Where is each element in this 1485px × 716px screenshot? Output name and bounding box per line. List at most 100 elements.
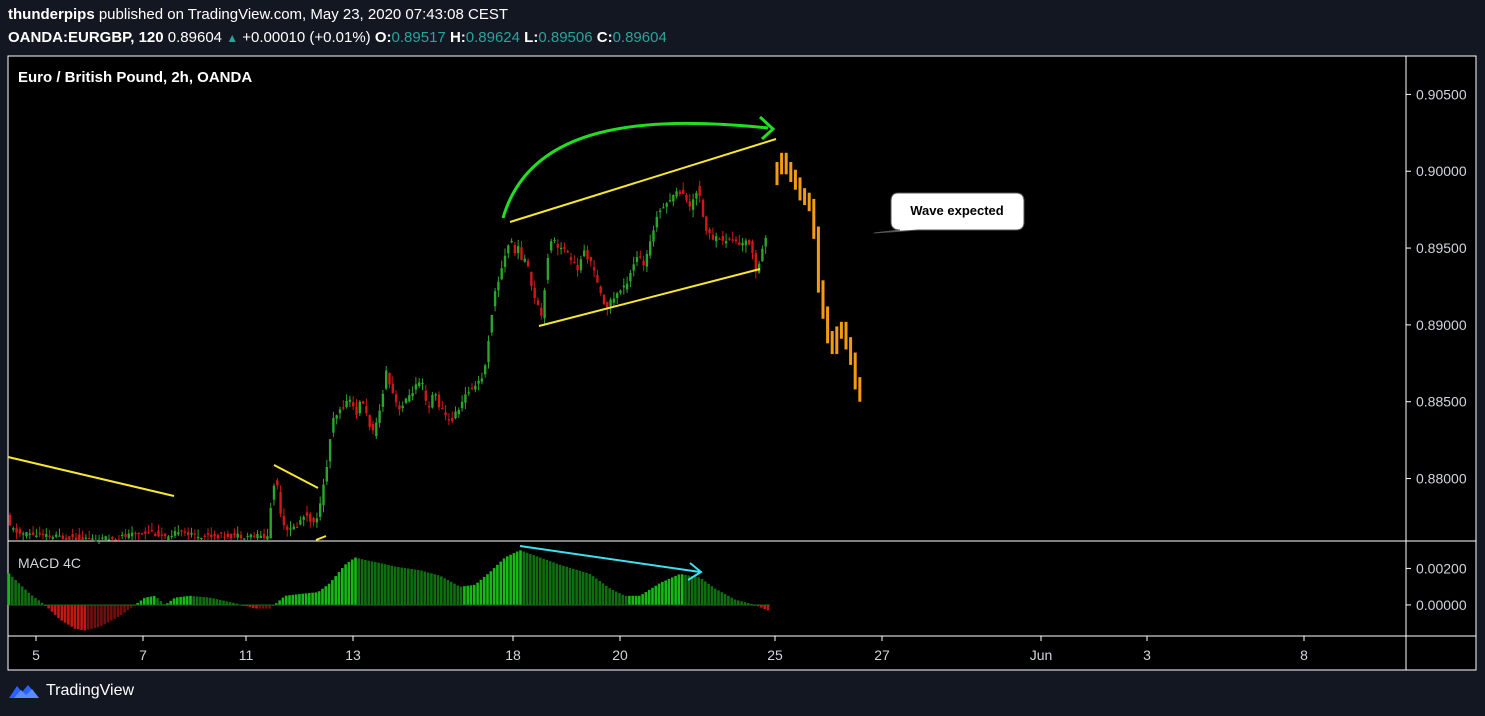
candle-body (606, 301, 609, 309)
publisher-name[interactable]: thunderpips (8, 6, 95, 23)
chart-title: Euro / British Pound, 2h, OANDA (18, 69, 252, 86)
macd-axis[interactable]: 0.00200 0.00000 (1406, 560, 1467, 613)
candle-body (74, 537, 78, 540)
macd-bar (159, 601, 163, 605)
macd-bar (387, 564, 390, 605)
candle-body (764, 237, 767, 247)
candle-body (279, 491, 282, 514)
candle-body (602, 294, 606, 305)
candle-body (447, 419, 451, 421)
candle-body (22, 533, 25, 535)
candle-body (744, 240, 748, 246)
macd-bar (86, 604, 90, 630)
candle-body (546, 257, 550, 280)
candle-body (315, 518, 319, 523)
time-tick-label: 20 (612, 647, 628, 663)
candle-body (573, 261, 576, 264)
price-axis[interactable]: 0.90500 0.90000 0.89500 0.89000 0.88500 0.880… (1406, 86, 1467, 487)
candle-body (345, 400, 348, 408)
macd-bar (565, 566, 568, 605)
macd-bar (205, 597, 209, 605)
macd-bar (486, 574, 489, 605)
candle-body (312, 517, 315, 523)
time-axis[interactable]: 5 7 11 13 18 20 25 27 Jun 3 8 (32, 636, 1308, 663)
macd-bar (110, 604, 113, 621)
macd-bar (667, 578, 671, 605)
candle-body (484, 365, 487, 375)
macd-histogram (7, 550, 770, 631)
projection-bar (826, 306, 830, 344)
macd-bar (661, 581, 664, 605)
macd-tick-label: 0.00200 (1416, 560, 1467, 576)
candle-body (325, 466, 328, 482)
candle-body (338, 409, 342, 414)
macd-bar (492, 568, 496, 605)
macd-bar (57, 604, 60, 619)
projection-bar (780, 152, 784, 175)
candle-body (51, 536, 55, 539)
time-tick-label: 13 (345, 647, 361, 663)
macd-title: MACD 4C (18, 555, 81, 571)
macd-bar (502, 558, 506, 605)
macd-bar (47, 604, 50, 609)
macd-bar (562, 565, 565, 605)
candle-body (622, 285, 625, 288)
candle-body (451, 418, 454, 422)
macd-bar (535, 556, 539, 605)
candle-body (639, 256, 642, 258)
macd-bar (126, 604, 130, 611)
candle-body (724, 241, 728, 244)
candle-body (698, 186, 701, 196)
macd-bar (466, 585, 469, 605)
macd-bar (730, 597, 733, 605)
candle-body (649, 241, 652, 256)
macd-bar (651, 587, 654, 605)
macd-bar (212, 598, 215, 605)
candle-body (596, 275, 599, 283)
candle-body (718, 238, 721, 240)
macd-bar (680, 574, 684, 605)
macd-bar (53, 604, 57, 615)
candle-body (401, 405, 404, 409)
candle-body (629, 272, 632, 282)
projection-bar (812, 198, 816, 239)
macd-bar (720, 592, 724, 605)
macd-bar (733, 599, 737, 605)
macd-bar (275, 603, 278, 605)
wave-callout[interactable]: Wave expected (873, 192, 1025, 234)
macd-bar (740, 601, 743, 605)
macd-bar (413, 569, 417, 605)
candle-body (190, 532, 193, 535)
candle-body (526, 260, 530, 267)
candle-body (748, 240, 751, 245)
macd-bar (354, 557, 357, 605)
macd-bar (341, 568, 344, 605)
macd-bar (139, 600, 143, 605)
candle-body (249, 534, 253, 538)
projection-bar (775, 162, 779, 186)
tradingview-logo-icon[interactable] (8, 682, 40, 700)
trendline-1 (7, 456, 175, 497)
candle-body (140, 533, 144, 535)
footer-brand[interactable]: TradingView (46, 682, 135, 699)
macd-bar (717, 590, 720, 605)
candle-body (127, 533, 130, 539)
candle-body (612, 298, 616, 303)
macd-bar (578, 570, 582, 605)
candle-body (592, 267, 596, 271)
candle-body (15, 528, 18, 533)
candle-body (8, 514, 12, 526)
candle-body (559, 247, 563, 250)
time-tick-label: Jun (1030, 647, 1053, 663)
macd-bar (27, 592, 31, 605)
candle-body (121, 534, 124, 536)
macd-bar (737, 600, 740, 605)
macd-bar (410, 569, 413, 605)
macd-bar (763, 604, 766, 610)
macd-bar (746, 603, 750, 605)
macd-bar (24, 589, 27, 605)
macd-bar (248, 604, 252, 608)
macd-bar (397, 567, 400, 605)
macd-bar (588, 573, 592, 605)
